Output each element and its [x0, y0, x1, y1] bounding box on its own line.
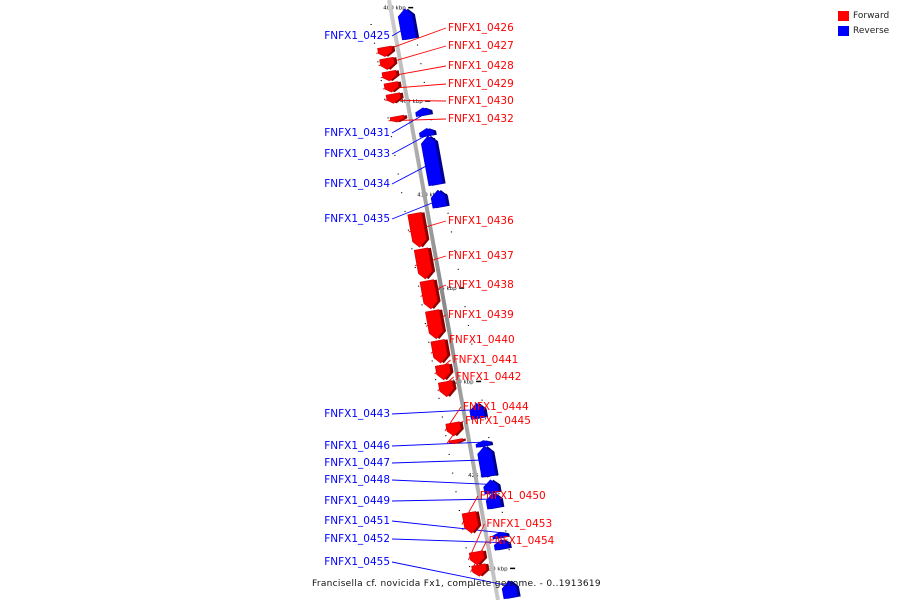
gene-arrow[interactable] [420, 135, 443, 187]
gene-layer [377, 8, 521, 600]
gene-label-leader [391, 538, 510, 544]
gene-label-leader [391, 459, 495, 464]
gene-arrow[interactable] [485, 492, 502, 510]
gene-arrow[interactable] [389, 114, 405, 123]
gene-label[interactable]: FNFX1_0450 [480, 490, 546, 502]
gene-label[interactable]: FNFX1_0427 [448, 40, 514, 52]
tick-label: 410 kbp [417, 193, 440, 199]
legend: Forward Reverse [838, 8, 889, 38]
gene-label-layer: FNFX1_0425 FNFX1_0426 FNFX1_0427 FNFX1_0428… [324, 22, 554, 568]
gene-label[interactable]: FNFX1_0433 [324, 148, 390, 160]
gene-label[interactable]: FNFX1_0437 [448, 250, 514, 262]
gene-arrow[interactable] [461, 511, 479, 534]
tick-label: 400 kbp [383, 6, 406, 12]
legend-item-forward: Forward [838, 8, 889, 23]
gene-arrow[interactable] [469, 402, 486, 420]
legend-forward-label: Forward [853, 10, 890, 21]
forward-swatch [838, 10, 849, 21]
gene-label[interactable]: FNFX1_0430 [448, 95, 514, 107]
reverse-swatch [838, 25, 849, 36]
gene-arrow[interactable] [430, 339, 448, 364]
gene-arrow[interactable] [379, 56, 395, 71]
sequence-caption: Francisella cf. novicida Fx1, complete g… [312, 579, 601, 589]
gene-label-leader [391, 498, 502, 502]
gene-label[interactable]: FNFX1_0434 [324, 178, 390, 190]
gene-label-leader [391, 520, 509, 534]
gene-label[interactable]: FNFX1_0454 [489, 535, 555, 547]
gene-arrow[interactable] [397, 8, 417, 41]
gene-label[interactable]: FNFX1_0431 [324, 127, 390, 139]
gene-label[interactable]: FNFX1_0440 [449, 334, 515, 346]
gene-arrow[interactable] [385, 92, 401, 104]
gene-arrow[interactable] [377, 45, 393, 58]
gene-label[interactable]: FNFX1_0447 [324, 457, 390, 469]
legend-reverse-label: Reverse [853, 25, 890, 36]
gene-arrow[interactable] [407, 211, 427, 248]
tick-label: 430 kbp [485, 566, 508, 572]
gene-arrow[interactable] [425, 309, 444, 340]
gene-arrow[interactable] [448, 438, 464, 444]
sequence-backbone [387, 0, 500, 601]
gene-label[interactable]: FNFX1_0451 [324, 515, 390, 527]
gene-arrow[interactable] [415, 107, 431, 117]
tick-label: 425 kbp [468, 473, 491, 479]
gene-arrow[interactable] [483, 479, 499, 495]
tick-label: 405 kbp [400, 99, 423, 105]
gene-label-leader [391, 441, 492, 447]
gene-label[interactable]: FNFX1_0448 [324, 474, 390, 486]
gene-arrow[interactable] [430, 189, 447, 209]
gene-label[interactable]: FNFX1_0426 [448, 22, 514, 34]
gene-arrow[interactable] [381, 69, 397, 82]
tick-label: 420 kbp [451, 379, 474, 385]
gene-label[interactable]: FNFX1_0441 [453, 354, 519, 366]
gene-label[interactable]: FNFX1_0439 [448, 309, 514, 321]
gene-arrow[interactable] [419, 279, 438, 310]
gene-arrow[interactable] [468, 550, 485, 566]
gene-label[interactable]: FNFX1_0429 [448, 78, 514, 90]
gene-label-leader [391, 408, 486, 415]
gene-label[interactable]: FNFX1_0445 [465, 415, 531, 427]
tick-label: 415 kbp [434, 286, 457, 292]
gene-label[interactable]: FNFX1_0452 [324, 533, 390, 545]
gene-arrow[interactable] [492, 531, 508, 540]
gene-label-leader [391, 561, 519, 589]
gene-arrow[interactable] [437, 380, 454, 398]
gene-label[interactable]: FNFX1_0436 [448, 215, 514, 227]
gene-label[interactable]: FNFX1_0455 [324, 556, 390, 568]
gene-label[interactable]: FNFX1_0435 [324, 213, 390, 225]
gene-label[interactable]: FNFX1_0438 [448, 279, 514, 291]
gene-arrow[interactable] [434, 363, 451, 381]
gene-arrow[interactable] [445, 421, 462, 437]
gene-label[interactable]: FNFX1_0449 [324, 495, 390, 507]
gene-arrow[interactable] [477, 445, 496, 478]
gene-label[interactable]: FNFX1_0442 [456, 371, 522, 383]
gene-arrow[interactable] [383, 81, 399, 93]
gene-arrow[interactable] [471, 563, 487, 577]
gene-label[interactable]: FNFX1_0425 [324, 30, 390, 42]
gene-arrow[interactable] [501, 580, 518, 600]
gene-label[interactable]: FNFX1_0446 [324, 440, 390, 452]
gene-label[interactable]: FNFX1_0432 [448, 113, 514, 125]
gene-label[interactable]: FNFX1_0444 [463, 401, 529, 413]
gene-arrow[interactable] [493, 539, 510, 551]
gene-label[interactable]: FNFX1_0453 [486, 518, 552, 530]
legend-item-reverse: Reverse [838, 23, 889, 38]
gene-arrow[interactable] [475, 440, 491, 448]
gene-label-leader [391, 479, 500, 486]
gene-label[interactable]: FNFX1_0443 [324, 408, 390, 420]
gene-arrow[interactable] [413, 247, 433, 280]
gene-arrow[interactable] [419, 128, 435, 138]
gene-label[interactable]: FNFX1_0428 [448, 60, 514, 72]
